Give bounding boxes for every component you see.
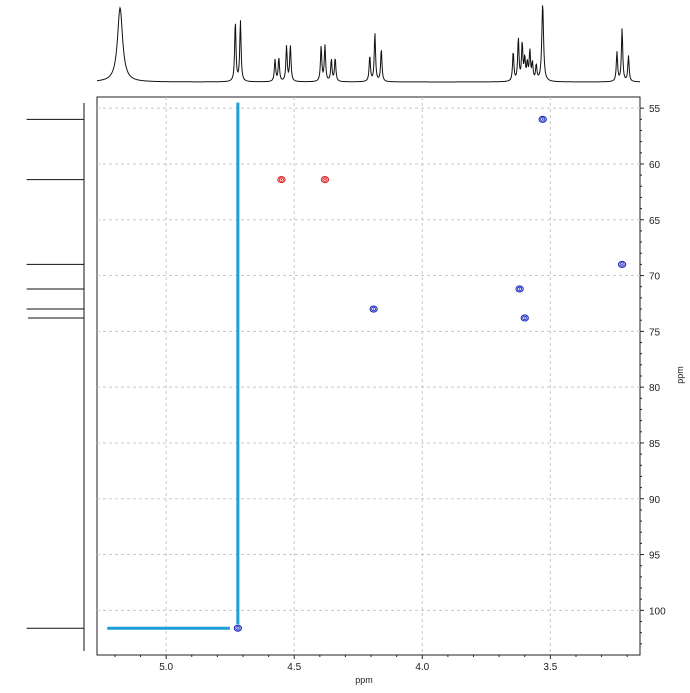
x-tick-label: 5.0	[159, 662, 173, 673]
cross-peak-contour-middle	[619, 262, 625, 267]
cross-peak	[515, 285, 524, 293]
cross-peak	[277, 176, 286, 184]
cross-peak	[520, 314, 529, 322]
cross-peak-contour-inner	[523, 317, 526, 319]
cross-peak-contour-inner	[372, 308, 375, 310]
cross-peak-contour-inner	[541, 118, 544, 121]
cross-peak-contour-outer	[617, 260, 627, 268]
cross-peak-contour-outer	[369, 305, 378, 313]
y-tick-label: 75	[649, 327, 661, 338]
cross-peak-contour-middle	[522, 315, 528, 321]
x-axis-label: ppm	[355, 675, 373, 685]
x-tick-label: 3.5	[543, 662, 557, 673]
cross-peak	[538, 115, 547, 123]
x-tick-label: 4.5	[287, 662, 301, 673]
y-tick-label: 90	[649, 495, 661, 506]
cross-peak-contour-outer	[233, 624, 243, 632]
y-axis-label: ppm	[675, 366, 685, 384]
cross-peaks	[233, 115, 627, 632]
top-projection-spectrum	[96, 5, 641, 83]
cross-peak-contour-middle	[540, 117, 546, 122]
y-axis: 55 60 65 70 75 80 85 90 95 100	[640, 104, 666, 645]
y-tick-label: 100	[649, 606, 666, 617]
y-tick-label: 95	[649, 551, 661, 562]
cross-peak	[233, 624, 243, 632]
plot-area	[96, 96, 641, 656]
y-tick-label: 80	[649, 383, 661, 394]
cross-peak	[320, 176, 330, 184]
top-projection-trace	[96, 5, 641, 83]
grid-lines	[97, 97, 640, 655]
y-tick-label: 85	[649, 439, 661, 450]
cross-peak-contour-inner	[280, 178, 283, 181]
cross-peak	[369, 305, 378, 313]
cross-peak-contour-outer	[520, 314, 529, 322]
cross-peak-contour-middle	[371, 306, 377, 312]
cross-peak-contour-inner	[621, 263, 623, 266]
plot-frame	[96, 96, 641, 656]
x-tick-label: 4.0	[415, 662, 429, 673]
y-tick-label: 65	[649, 216, 661, 227]
y-tick-label: 60	[649, 160, 661, 171]
cross-peak-contour-middle	[235, 626, 241, 631]
cross-peak-contour-outer	[320, 176, 330, 184]
cross-peak-contour-middle	[517, 286, 523, 292]
cross-peak-contour-outer	[538, 115, 547, 123]
cross-peak-contour-inner	[518, 288, 521, 290]
cross-peak-contour-outer	[515, 285, 524, 293]
x-axis: 5.0 4.5 4.0 3.5	[114, 655, 628, 673]
cross-peak-contour-inner	[237, 627, 239, 629]
y-tick-label: 55	[649, 104, 661, 115]
highlight-lines	[107, 102, 240, 630]
cross-peak-contour-outer	[277, 176, 286, 184]
cross-peak-contour-inner	[324, 178, 326, 181]
cross-peak	[617, 260, 627, 268]
cross-peak-contour-middle	[322, 177, 328, 182]
y-tick-label: 70	[649, 272, 661, 283]
cross-peak-contour-middle	[278, 177, 284, 182]
left-projection-spectrum	[26, 103, 85, 651]
